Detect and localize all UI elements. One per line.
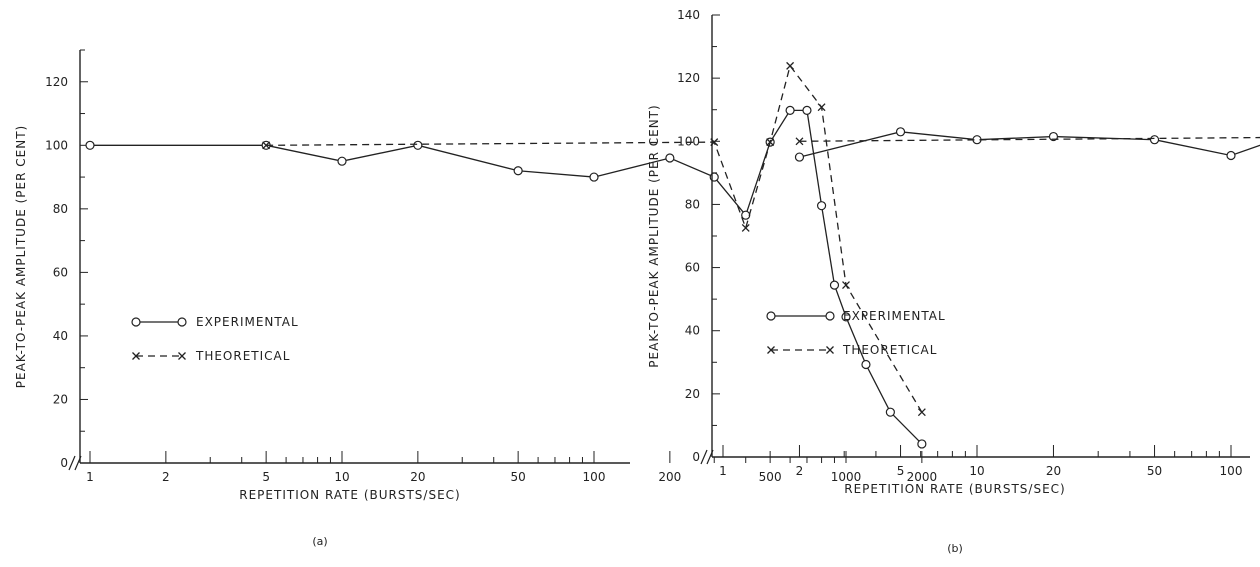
- experimental-point: [1226, 150, 1236, 161]
- x-tick-label: 50: [510, 470, 525, 484]
- legend-label: EXPERIMENTAL: [843, 309, 946, 323]
- theoretical-point: [766, 138, 775, 147]
- y-tick-label: 40: [685, 324, 700, 338]
- y-tick-label: 0: [60, 456, 68, 470]
- y-tick-label: 20: [685, 387, 700, 401]
- experimental-point: [802, 105, 812, 115]
- theoretical-point: [917, 408, 926, 417]
- y-tick-label: 80: [53, 202, 68, 216]
- theoretical-point: [741, 223, 750, 232]
- legend-marker: [825, 311, 835, 321]
- y-tick-label: 100: [677, 134, 700, 148]
- series-experimental: [794, 127, 1260, 162]
- x-tick-label: 10: [969, 464, 984, 478]
- experimental-point: [895, 127, 906, 137]
- x-tick-label: 50: [1147, 464, 1162, 478]
- experimental-point: [829, 280, 840, 290]
- x-tick-label: 100: [1220, 464, 1243, 478]
- y-tick-label: 0: [692, 450, 700, 464]
- legend-marker: [131, 317, 141, 327]
- y-tick-label: 140: [677, 8, 700, 22]
- experimental-point: [917, 439, 927, 449]
- y-tick-label: 100: [45, 138, 68, 152]
- theoretical-point: [817, 103, 826, 112]
- series-experimental: [85, 105, 927, 449]
- series-theoretical: [262, 61, 926, 417]
- theoretical-point: [842, 281, 850, 290]
- axis-break-mark: [68, 455, 82, 471]
- figure-caption: (b): [947, 542, 963, 555]
- experimental-point: [513, 166, 523, 176]
- x-axis-title: REPETITION RATE (BURSTS/SEC): [239, 488, 460, 502]
- experimental-point: [665, 153, 675, 163]
- x-tick-label: 2000: [907, 470, 938, 484]
- experimental-point: [1149, 135, 1160, 145]
- x-tick-label: 1: [86, 470, 94, 484]
- experimental-point: [589, 172, 599, 182]
- x-tick-label: 100: [583, 470, 606, 484]
- x-tick-label: 1: [719, 464, 727, 478]
- theoretical-point: [786, 61, 795, 70]
- y-axis-title: PEAK-TO-PEAK AMPLITUDE (PER CENT): [647, 104, 661, 367]
- x-tick-label: 20: [410, 470, 425, 484]
- legend: EXPERIMENTAL THEORETICAL: [766, 309, 946, 357]
- y-tick-label: 60: [685, 261, 700, 275]
- x-tick-label: 200: [658, 470, 681, 484]
- x-tick-label: 10: [334, 470, 349, 484]
- y-tick-label: 60: [53, 265, 68, 279]
- y-tick-label: 40: [53, 329, 68, 343]
- y-tick-label: 120: [677, 71, 700, 85]
- experimental-point: [85, 140, 95, 150]
- experimental-point: [741, 210, 751, 220]
- theoretical-point: [262, 141, 271, 150]
- x-tick-label: 5: [262, 470, 270, 484]
- legend-marker: [826, 346, 834, 354]
- experimental-line: [90, 109, 923, 445]
- theoretical-point: [795, 137, 804, 146]
- theoretical-line: [266, 64, 923, 413]
- experimental-point: [841, 312, 851, 322]
- figure-caption: (a): [312, 535, 327, 548]
- legend-label: THEORETICAL: [842, 343, 937, 357]
- y-tick-label: 120: [45, 75, 68, 89]
- experimental-point: [816, 201, 827, 211]
- experimental-point: [1048, 131, 1059, 142]
- series-theoretical: [795, 136, 1260, 146]
- experimental-line: [799, 131, 1260, 158]
- x-axis-title: REPETITION RATE (BURSTS/SEC): [844, 482, 1065, 496]
- experimental-point: [885, 407, 895, 417]
- legend-marker: [132, 352, 140, 360]
- experimental-point: [861, 359, 871, 370]
- legend-label: THEORETICAL: [195, 349, 290, 363]
- y-tick-label: 80: [685, 197, 700, 211]
- y-axis-title: PEAK-TO-PEAK AMPLITUDE (PER CENT): [14, 125, 28, 388]
- x-tick-label: 20: [1046, 464, 1061, 478]
- x-tick-label: 5: [897, 464, 905, 478]
- experimental-point: [785, 105, 795, 115]
- legend-marker: [767, 346, 775, 354]
- x-tick-label: 2: [796, 464, 804, 478]
- legend-label: EXPERIMENTAL: [196, 315, 299, 329]
- legend-marker: [178, 352, 186, 360]
- experimental-point: [794, 152, 805, 162]
- legend-marker: [177, 317, 187, 327]
- x-tick-label: 500: [759, 470, 782, 484]
- axis-break-mark: [700, 449, 714, 465]
- experimental-point: [337, 156, 347, 166]
- x-tick-label: 2: [162, 470, 170, 484]
- y-tick-label: 20: [53, 392, 68, 406]
- experimental-point: [413, 140, 423, 150]
- x-tick-label: 1000: [831, 470, 862, 484]
- legend: EXPERIMENTAL THEORETICAL: [131, 315, 299, 363]
- legend-marker: [766, 311, 776, 321]
- chart-panel-b: 0 20 40 60 80 100 120 140 1 2 5 10 20 50 100 200 500 1000…: [647, 8, 1260, 555]
